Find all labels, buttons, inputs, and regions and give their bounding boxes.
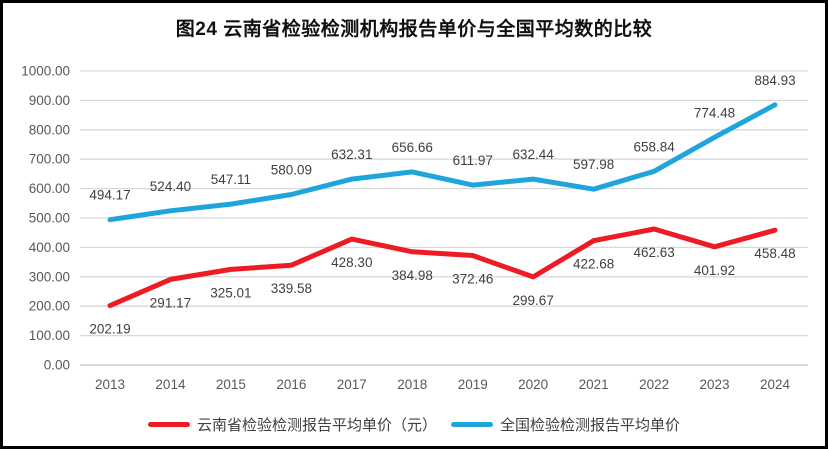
data-label: 656.66 (392, 140, 433, 155)
x-axis-tick-label: 2022 (639, 377, 669, 392)
x-axis-tick-label: 2023 (700, 377, 730, 392)
data-label: 422.68 (573, 257, 614, 272)
legend-item-yunnan: 云南省检验检测报告平均单价（元） (147, 414, 437, 435)
y-axis-tick-label: 800.00 (29, 122, 70, 137)
data-label: 428.30 (331, 255, 372, 270)
x-axis-tick-label: 2018 (397, 377, 427, 392)
x-axis-tick-label: 2021 (579, 377, 609, 392)
data-label: 774.48 (694, 105, 735, 120)
x-axis-tick-label: 2024 (760, 377, 791, 392)
line-chart-canvas: 0.00 100.00 200.00 300.00 400.00 500.00 600.00… (21, 64, 808, 392)
x-axis-tick-label: 2019 (458, 377, 488, 392)
data-label: 202.19 (89, 322, 130, 337)
legend-marker-yunnan-line-icon (147, 422, 190, 427)
x-axis-tick-label: 2016 (276, 377, 306, 392)
y-axis-tick-label: 100.00 (29, 328, 70, 343)
series-line-1 (107, 102, 778, 223)
x-axis-tick-label: 2013 (95, 377, 125, 392)
x-axis-tick-label: 2020 (518, 377, 548, 392)
x-axis-tick-label: 2014 (155, 377, 186, 392)
data-label: 325.01 (210, 285, 251, 300)
legend-label-national: 全国检验检测报告平均单价 (500, 417, 681, 434)
data-label: 632.31 (331, 147, 372, 162)
y-axis-tick-label: 900.00 (29, 93, 70, 108)
y-axis-tick-label: 600.00 (29, 181, 70, 196)
legend-label-yunnan: 云南省检验检测报告平均单价（元） (196, 417, 437, 434)
data-label: 658.84 (633, 139, 675, 154)
data-label: 632.44 (513, 147, 555, 162)
data-label: 462.63 (633, 245, 674, 260)
data-label: 372.46 (452, 271, 493, 286)
y-axis-tick-label: 700.00 (29, 152, 70, 167)
data-label: 299.67 (513, 293, 554, 308)
chart-legend: 云南省检验检测报告平均单价（元） 全国检验检测报告平均单价 (3, 414, 825, 435)
data-label: 580.09 (271, 162, 312, 177)
legend-item-national: 全国检验检测报告平均单价 (451, 414, 680, 435)
data-label: 339.58 (271, 281, 312, 296)
data-label: 494.17 (89, 188, 130, 203)
data-label: 884.93 (754, 73, 795, 88)
series-line-0 (107, 226, 778, 309)
data-label: 458.48 (754, 246, 795, 261)
data-label: 611.97 (453, 153, 493, 168)
data-label: 291.17 (150, 295, 191, 310)
data-label: 547.11 (211, 172, 251, 187)
y-axis-tick-label: 0.00 (44, 358, 70, 373)
y-axis-tick-label: 200.00 (29, 299, 70, 314)
data-label: 597.98 (573, 157, 614, 172)
y-axis-tick-label: 300.00 (29, 269, 70, 284)
legend-marker-national-line-icon (451, 422, 493, 427)
data-label: 524.40 (150, 179, 191, 194)
x-axis-tick-label: 2015 (216, 377, 246, 392)
chart-title: 图24 云南省检验检测机构报告单价与全国平均数的比较 (175, 19, 653, 40)
data-label: 401.92 (694, 263, 735, 278)
y-axis-tick-label: 1000.00 (21, 64, 70, 79)
y-axis-tick-label: 400.00 (29, 240, 70, 255)
y-axis-tick-label: 500.00 (29, 211, 70, 226)
data-label: 384.98 (392, 268, 433, 283)
x-axis-tick-label: 2017 (337, 377, 367, 392)
